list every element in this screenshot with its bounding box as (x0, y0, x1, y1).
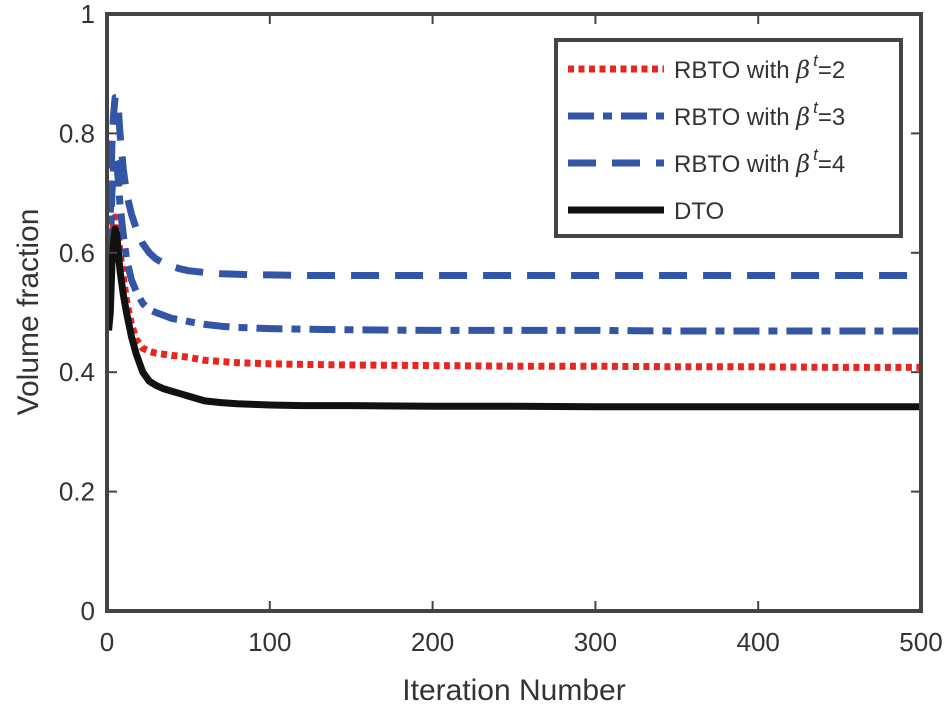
x-tick-label: 100 (248, 627, 291, 657)
y-tick-label: 0.8 (59, 118, 95, 148)
legend-box (554, 38, 903, 238)
tick-layer: 0 100 200 300 400 500 0 0.2 0.4 0.6 0.8 1 (59, 0, 943, 657)
y-tick-label: 0.4 (59, 357, 95, 387)
y-tick-label: 0 (81, 596, 95, 626)
x-tick-label: 200 (411, 627, 454, 657)
x-axis-title: Iteration Number (402, 674, 625, 707)
legend-label-2: RBTO with β t=3 (674, 98, 845, 131)
y-tick-label: 0.2 (59, 477, 95, 507)
y-tick-label: 0.6 (59, 238, 95, 268)
legend-label-4: DTO (674, 198, 724, 225)
x-tick-label: 300 (574, 627, 617, 657)
y-axis-title: Volume fraction (12, 209, 45, 416)
axes-box (105, 12, 923, 613)
x-tick-label: 500 (899, 627, 942, 657)
series-line-2 (107, 153, 921, 335)
y-tick-label: 1 (81, 0, 95, 29)
x-tick-label: 400 (737, 627, 780, 657)
legend-label-3: RBTO with β t=4 (674, 145, 845, 178)
series-layer (107, 94, 921, 411)
series-line-3 (107, 94, 921, 301)
series-line-4 (107, 225, 921, 411)
legend-label-1: RBTO with β t=2 (674, 51, 845, 84)
x-tick-label: 0 (100, 627, 114, 657)
